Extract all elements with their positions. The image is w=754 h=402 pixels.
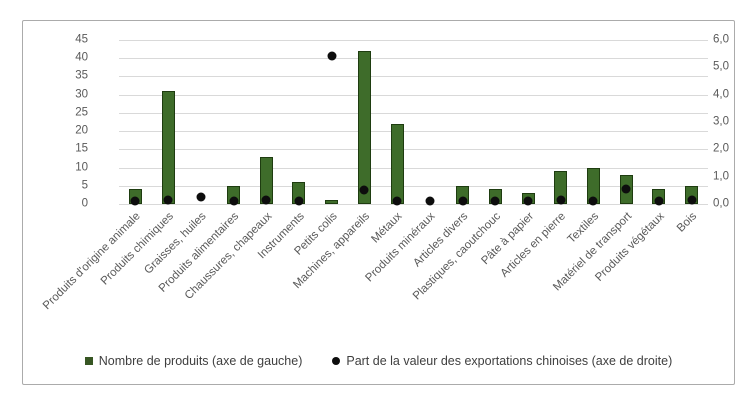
left-axis-tick-label: 25 xyxy=(75,106,88,119)
right-axis-tick-label: 2,0 xyxy=(713,142,729,155)
gridline xyxy=(119,204,708,205)
right-axis-tick-label: 0,0 xyxy=(713,197,729,210)
left-axis-tick-label: 0 xyxy=(81,197,88,210)
gridline xyxy=(119,76,708,78)
data-point-dot xyxy=(163,195,173,205)
category-label: Bois xyxy=(675,210,700,235)
left-axis-tick-label: 10 xyxy=(75,160,88,173)
left-axis-tick-label: 40 xyxy=(75,51,88,64)
legend-dot-marker-icon xyxy=(332,357,341,365)
data-point-dot xyxy=(654,196,664,206)
data-point-dot xyxy=(556,195,566,205)
data-point-dot xyxy=(359,185,369,195)
bar xyxy=(325,200,339,204)
gridline xyxy=(119,185,708,187)
legend-item: Part de la valeur des exportations chino… xyxy=(332,354,672,368)
right-axis-tick-label: 3,0 xyxy=(713,115,729,128)
left-axis-tick-label: 20 xyxy=(75,124,88,137)
data-point-dot xyxy=(327,51,337,61)
gridline xyxy=(119,58,708,60)
legend-item: Nombre de produits (axe de gauche) xyxy=(84,354,303,368)
chart-frame: 0 5 10 15 20 25 30 35 40 45 0,0 1,0 2,0 3,0 4,0 5,0 6,0 P… xyxy=(22,20,735,385)
data-point-dot xyxy=(588,196,598,206)
data-point-dot xyxy=(196,192,206,202)
data-point-dot xyxy=(392,196,402,206)
left-axis-tick-label: 30 xyxy=(75,87,88,100)
right-axis-tick-label: 1,0 xyxy=(713,169,729,182)
plot-area: 0 5 10 15 20 25 30 35 40 45 0,0 1,0 2,0 3,0 4,0 5,0 6,0 P… xyxy=(23,21,734,384)
legend-label: Part de la valeur des exportations chino… xyxy=(346,354,673,368)
gridline xyxy=(119,131,708,133)
gridline xyxy=(119,112,708,114)
left-axis-tick-label: 15 xyxy=(75,142,88,155)
right-axis-tick-label: 5,0 xyxy=(713,60,729,73)
gridline xyxy=(119,94,708,96)
data-point-dot xyxy=(621,184,631,194)
right-axis-tick-label: 4,0 xyxy=(713,87,729,100)
data-point-dot xyxy=(458,196,468,206)
gridline xyxy=(119,40,708,41)
bar xyxy=(161,91,175,204)
gridline xyxy=(119,167,708,169)
data-point-dot xyxy=(523,196,533,206)
data-point-dot xyxy=(294,196,304,206)
left-axis-tick-label: 35 xyxy=(75,69,88,82)
legend: Nombre de produits (axe de gauche) Part d… xyxy=(23,354,734,368)
right-axis-tick-label: 6,0 xyxy=(713,33,729,46)
gridline xyxy=(119,149,708,151)
data-point-dot xyxy=(490,196,500,206)
legend-label: Nombre de produits (axe de gauche) xyxy=(98,354,303,368)
bar xyxy=(357,50,371,204)
data-point-dot xyxy=(261,195,271,205)
left-axis-tick-label: 5 xyxy=(81,179,88,192)
data-point-dot xyxy=(425,196,435,206)
left-axis-tick-label: 45 xyxy=(75,33,88,46)
data-point-dot xyxy=(130,196,140,206)
bar xyxy=(390,123,404,204)
data-point-dot xyxy=(687,195,697,205)
legend-bar-marker-icon xyxy=(84,357,93,365)
data-point-dot xyxy=(229,196,239,206)
